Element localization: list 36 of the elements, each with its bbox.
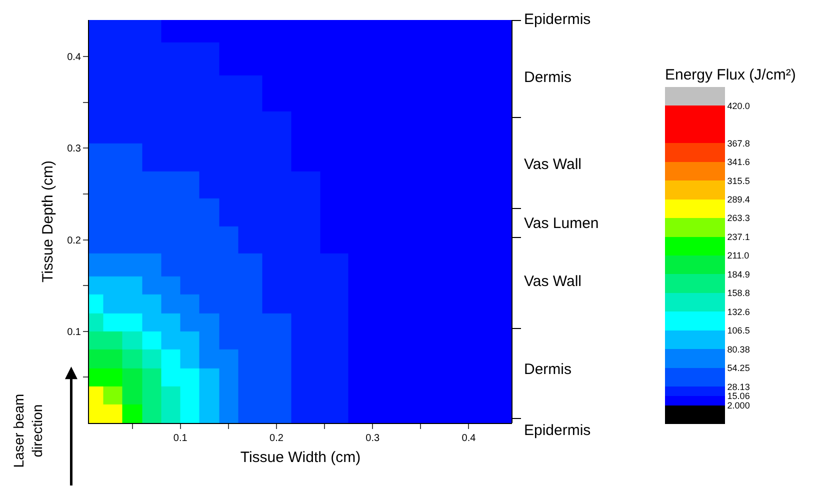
color-bar-label: 158.8 <box>727 288 750 298</box>
y-tick-label: 0.2 <box>67 235 82 246</box>
x-tick-label: 0.3 <box>366 433 380 444</box>
x-tick-label: 0.2 <box>270 433 284 444</box>
color-bar-label: 263.3 <box>727 213 750 224</box>
color-bar-label: 341.6 <box>727 157 750 168</box>
color-bar-label: 315.5 <box>727 176 750 186</box>
color-bar-label: 420.0 <box>727 100 750 111</box>
y-tick-label: 0.1 <box>67 326 82 338</box>
x-tick-label: 0.1 <box>173 433 188 444</box>
color-bar-label: 80.38 <box>727 344 750 354</box>
color-bar-label: 106.5 <box>727 326 750 336</box>
text: Laser beam direction <box>10 394 45 468</box>
y-tick-label: 0.4 <box>67 52 82 64</box>
color-bar-label: 237.1 <box>727 232 750 242</box>
color-bar-label: 28.13 <box>727 382 750 392</box>
color-bar-label: 132.6 <box>727 306 750 317</box>
color-bar-label: 184.9 <box>727 269 750 280</box>
color-bar-label: 54.25 <box>727 363 750 374</box>
text: Epidermis <box>524 11 591 28</box>
x-tick-label: 0.4 <box>462 433 476 444</box>
y-tick-label: 0.3 <box>67 144 82 155</box>
color-bar-label: 211.0 <box>727 250 750 261</box>
text: Vas Wall <box>524 273 582 290</box>
text: Dermis <box>524 361 572 378</box>
x-axis-title: Tissue Width (cm) <box>240 449 361 466</box>
color-bar-label: 367.8 <box>727 138 750 148</box>
color-bar-label: 15.06 <box>727 391 750 402</box>
text: Vas Lumen <box>524 215 599 232</box>
text: Vas Wall <box>524 156 582 173</box>
text: Dermis <box>524 69 572 86</box>
color-bar-title: Energy Flux (J/cm²) <box>664 66 796 84</box>
y-axis-title: Tissue Depth (cm) <box>39 160 56 282</box>
text: Epidermis <box>524 422 591 439</box>
color-bar-label: 289.4 <box>727 194 750 204</box>
color-bar-label: 2.000 <box>727 400 750 411</box>
